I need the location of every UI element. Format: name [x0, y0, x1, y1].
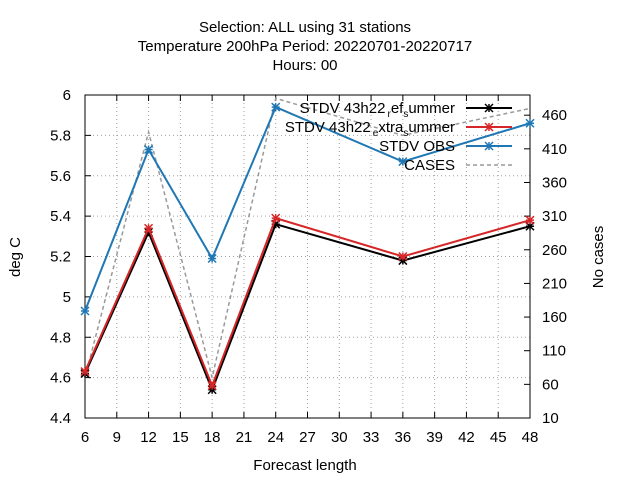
y2-tick-label: 310: [542, 208, 567, 225]
y-tick-label: 5: [63, 289, 71, 306]
x-tick-label: 48: [522, 429, 539, 446]
y2-tick-label: 260: [542, 242, 567, 259]
y2-tick-label: 210: [542, 275, 567, 292]
legend-label-0: STDV 43h22 refsummer: [300, 100, 455, 120]
x-tick-label: 36: [395, 429, 412, 446]
x-tick-label: 21: [236, 429, 253, 446]
legend-label-3: CASES: [404, 157, 455, 174]
legend-label-2: STDV OBS: [379, 138, 455, 155]
series-layer: [80, 97, 535, 395]
x-axis-label: Forecast length: [253, 457, 356, 474]
y2-tick-label: 410: [542, 141, 567, 158]
y2-tick-label: 110: [542, 343, 566, 360]
x-tick-label: 6: [81, 429, 89, 446]
y-tick-label: 4.4: [50, 410, 71, 427]
series-line-2: [84, 105, 531, 312]
y-tick-label: 5.2: [50, 249, 71, 266]
y2-axis-label: No cases: [590, 226, 607, 289]
legend-label-1: STDV 43h22 extrasummer: [285, 119, 455, 139]
series-line-1: [84, 216, 531, 389]
data-point-2: [525, 118, 535, 128]
x-tick-label: 30: [331, 429, 348, 446]
data-point-1: [525, 215, 535, 225]
x-tick-label: 24: [267, 429, 284, 446]
y-tick-label: 6: [63, 87, 71, 104]
data-point-1: [80, 367, 90, 377]
data-point-2: [144, 144, 154, 155]
data-point-0: [207, 385, 217, 395]
data-point-1: [271, 213, 281, 223]
x-tick-label: 18: [204, 429, 221, 446]
y-tick-label: 4.6: [50, 370, 71, 387]
x-tick-label: 27: [299, 429, 316, 446]
legend-marker-1: [484, 122, 494, 132]
chart-title-line-1: Selection: ALL using 31 stations: [199, 19, 411, 36]
data-point-2: [207, 253, 217, 264]
data-point-2: [398, 157, 408, 167]
legend-marker-2: [484, 141, 494, 151]
x-tick-label: 45: [490, 429, 507, 446]
series-line-0: [84, 222, 531, 393]
data-point-1: [398, 251, 408, 262]
y-tick-label: 5.8: [50, 127, 71, 144]
y2-tick-label: 360: [542, 174, 567, 191]
data-point-2: [271, 102, 281, 112]
x-tick-label: 15: [172, 429, 189, 446]
y2-tick-label: 160: [542, 309, 567, 326]
x-tick-label: 39: [426, 429, 443, 446]
data-point-2: [80, 306, 90, 316]
x-tick-label: 12: [140, 429, 157, 446]
y2-tick-label: 10: [542, 410, 559, 427]
data-point-1: [207, 381, 217, 391]
chart-title-line-2: Temperature 200hPa Period: 20220701-2022…: [138, 38, 472, 55]
y-axis-label: deg C: [7, 237, 24, 277]
x-tick-label: 42: [458, 429, 475, 446]
y-tick-label: 4.8: [50, 329, 71, 346]
legend-marker-0: [484, 103, 494, 113]
y2-tick-label: 460: [542, 107, 567, 124]
chart-title-line-3: Hours: 00: [272, 57, 337, 74]
y-tick-label: 5.4: [50, 208, 71, 225]
y2-tick-label: 60: [542, 376, 559, 393]
x-tick-label: 33: [363, 429, 380, 446]
y-tick-label: 5.6: [50, 168, 71, 185]
ticks-layer: 6 9 12 15 18 21 24 27 30 33 36 39 42 45 48 4.4 4.6 4.8 5 5.…: [50, 87, 567, 446]
data-point-1: [144, 223, 154, 233]
series-line-3: [84, 97, 531, 378]
x-tick-label: 9: [113, 429, 121, 446]
